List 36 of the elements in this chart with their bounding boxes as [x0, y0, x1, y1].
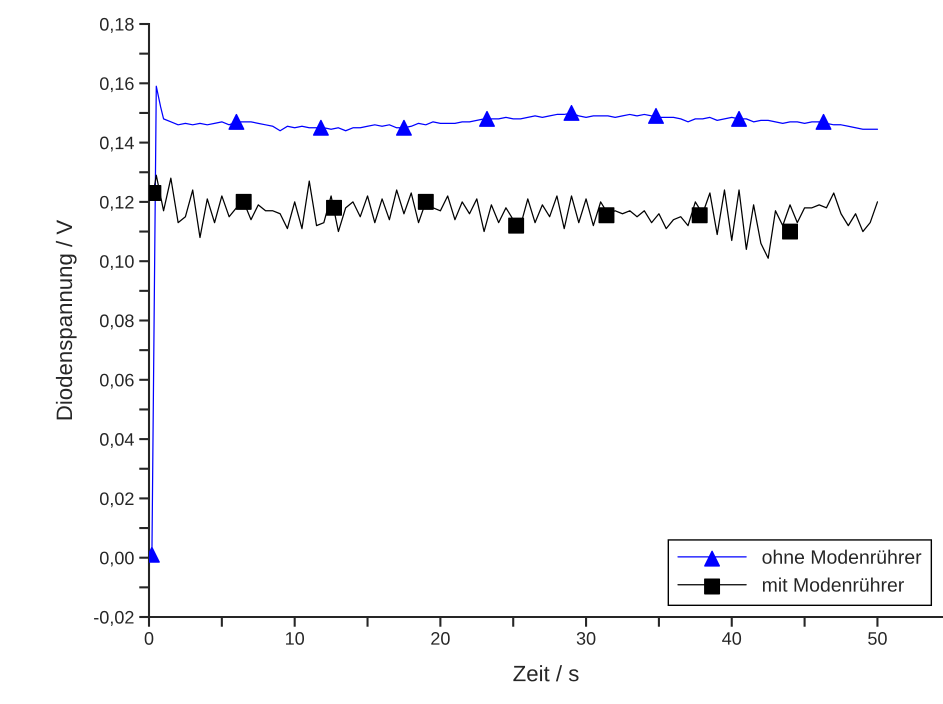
- legend-label: mit Modenrührer: [762, 577, 904, 592]
- y-tick-label: 0,00: [100, 552, 134, 567]
- x-tick-label: 40: [722, 632, 742, 645]
- point: [598, 207, 614, 224]
- y-tick-label: 0,04: [100, 433, 134, 448]
- point: [396, 120, 412, 136]
- point: [782, 224, 798, 240]
- y-tick-label: -0,02: [94, 610, 134, 626]
- x-tick-label: 20: [431, 632, 450, 645]
- point: [312, 120, 329, 136]
- y-tick-label: 0,06: [100, 374, 134, 389]
- y-axis-title: Diodenspannung / V: [56, 220, 77, 420]
- x-tick-label: 30: [576, 632, 596, 645]
- y-tick-label: 0,14: [100, 136, 134, 152]
- point: [236, 194, 252, 210]
- y-tick-label: 0,10: [100, 255, 134, 270]
- y-tick-label: 0,08: [100, 314, 134, 330]
- y-tick-label: 0,16: [100, 77, 134, 92]
- x-tick-label: 10: [286, 632, 304, 645]
- point: [648, 108, 664, 124]
- point: [326, 200, 342, 216]
- x-tick-label: 50: [868, 632, 887, 645]
- point: [692, 207, 708, 224]
- point: [479, 110, 495, 127]
- x-tick-label: 0: [144, 632, 154, 645]
- point: [508, 218, 524, 234]
- legend-label: ohne Modenrührer: [762, 550, 922, 564]
- point: [228, 114, 244, 130]
- y-tick-label: 0,12: [100, 196, 134, 211]
- y-tick-label: 0,18: [100, 18, 134, 33]
- y-tick-label: 0,02: [100, 492, 134, 508]
- point: [564, 104, 580, 121]
- x-axis-title: Zeit / s: [513, 665, 579, 682]
- point: [418, 194, 434, 210]
- point: [816, 114, 832, 130]
- point: [731, 110, 748, 127]
